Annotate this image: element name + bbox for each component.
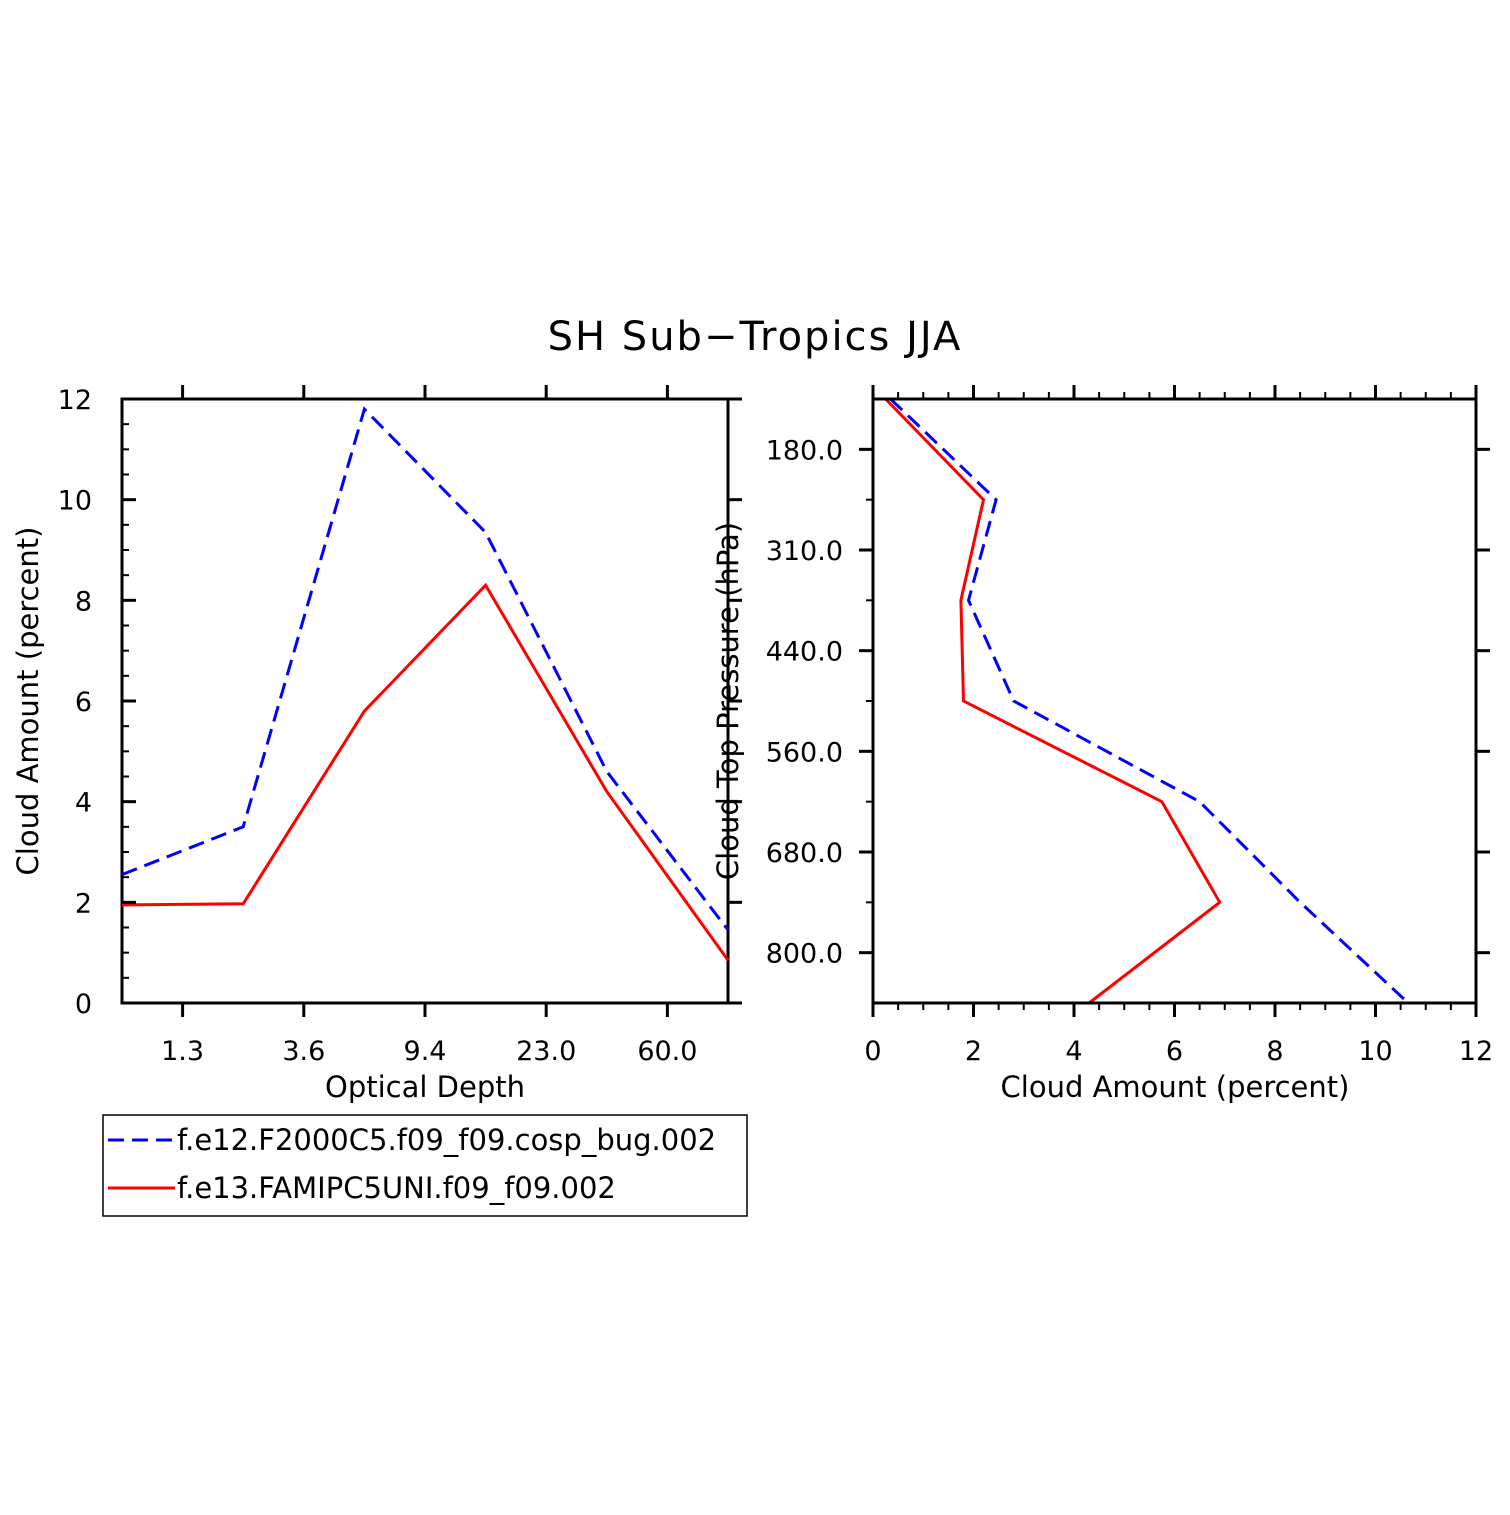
x-tick-label: 6 [1166,1036,1183,1067]
y-tick-label: 800.0 [766,939,843,970]
plot-frame [120,397,730,1005]
legend-box [102,1114,748,1217]
x-tick-label: 2 [965,1036,982,1067]
x-tick-label: 9.4 [404,1036,447,1067]
y-tick-label: 6 [75,687,92,718]
y-axis-title: Cloud Top Pressure (hPa) [711,522,745,880]
x-tick-label: 23.0 [516,1036,576,1067]
y-tick-label: 10 [58,486,92,517]
x-axis-title: Optical Depth [325,1070,525,1104]
legend-label-0: f.e12.F2000C5.f09_f09.cosp_bug.002 [177,1123,716,1157]
series-line-0 [121,406,730,931]
x-tick-label: 12 [1459,1036,1493,1067]
series-line-1 [121,582,730,962]
y-tick-label: 440.0 [766,637,843,668]
x-tick-label: 60.0 [637,1036,697,1067]
x-tick-label: 8 [1266,1036,1283,1067]
y-tick-label: 680.0 [766,838,843,869]
legend: f.e12.F2000C5.f09_f09.cosp_bug.002 f.e13… [102,1114,748,1217]
x-tick-label: 1.3 [161,1036,204,1067]
x-axis-title: Cloud Amount (percent) [1001,1070,1350,1104]
x-tick-label: 10 [1358,1036,1392,1067]
y-tick-label: 0 [75,989,92,1020]
legend-label-1: f.e13.FAMIPC5UNI.f09_f09.002 [177,1171,616,1205]
pressure-panel: 0 2 4 6 8 10 12180.0310.0440.0560.0680.0800.0 … [711,385,1493,1104]
chart-title: SH Sub−Tropics JJA [548,314,963,360]
optical-depth-panel: 0 2 4 6 8 10 12 1.3 3.6 9.4 23.0 60.0 Optical Depth… [11,385,742,1104]
y-tick-label: 4 [75,788,92,819]
x-tick-label: 3.6 [282,1036,325,1067]
series-line-0 [889,397,1410,1005]
x-tick-label: 4 [1065,1036,1082,1067]
y-tick-label: 12 [58,385,92,416]
y-tick-label: 310.0 [766,536,843,567]
series-line-1 [884,397,1222,1005]
y-tick-label: 180.0 [766,435,843,466]
y-tick-label: 8 [75,586,92,617]
y-axis-title: Cloud Amount (percent) [11,527,45,876]
y-tick-label: 560.0 [766,737,843,768]
y-tick-label: 2 [75,888,92,919]
x-tick-label: 0 [864,1036,881,1067]
